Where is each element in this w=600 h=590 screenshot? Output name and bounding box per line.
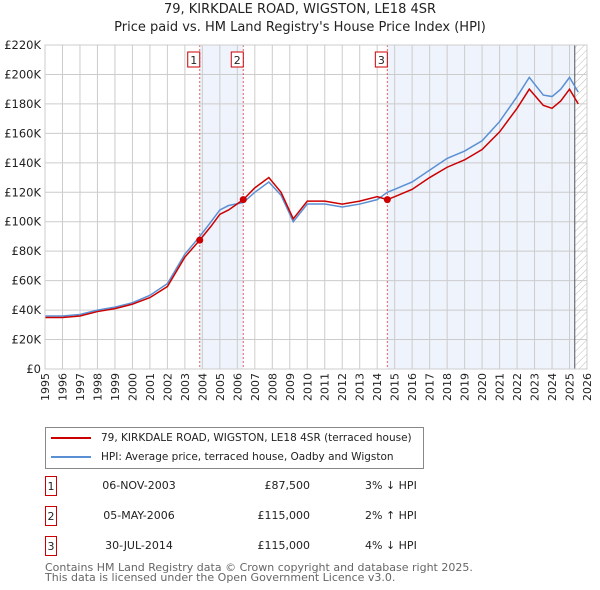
x-tick-label: 2026 [581,373,594,401]
y-tick-label: £20K [12,333,42,347]
plot-frame [44,44,588,370]
sale-label: 3 [378,54,385,67]
sale-row: 2 05-MAY-2006 £115,000 2% ↑ HPI [45,506,445,526]
chart-subtitle: Price paid vs. HM Land Registry's House … [114,20,486,35]
sale-point [239,196,247,204]
x-tick-label: 2025 [564,373,577,401]
x-tick-label: 2015 [389,373,402,401]
y-tick-label: £100K [4,215,41,229]
legend-swatch [51,456,91,458]
x-tick-label: 2004 [196,373,209,401]
x-tick-label: 2023 [529,373,542,401]
chart-title: 79, KIRKDALE ROAD, WIGSTON, LE18 4SR [163,2,437,17]
y-tick-label: £220K [4,38,41,52]
x-tick-label: 2001 [144,373,157,401]
sale-price: £87,500 [264,479,311,492]
x-tick-label: 2010 [301,373,314,401]
x-tick-label: 2002 [161,373,174,401]
x-tick-label: 2009 [284,373,297,401]
sale-diff: 3% ↓ HPI [365,479,417,492]
legend: 79, KIRKDALE ROAD, WIGSTON, LE18 4SR (te… [45,427,424,469]
sale-row: 3 30-JUL-2014 £115,000 4% ↓ HPI [45,536,445,556]
price-line [45,87,579,319]
sale-diff: 2% ↑ HPI [365,509,417,522]
x-tick-label: 2007 [249,373,262,401]
x-tick-label: 2000 [126,373,139,401]
sale-marker: 2 [45,506,57,526]
sale-diff: 4% ↓ HPI [365,539,417,552]
x-tick-label: 2021 [494,373,507,401]
sale-label-box [374,51,388,68]
x-tick-label: 1996 [56,373,69,401]
sale-label-box [187,51,201,68]
x-tick-label: 2013 [354,373,367,401]
x-tick-label: 2003 [179,373,192,401]
sale-marker: 3 [45,536,57,556]
sale-date: 06-NOV-2003 [102,479,176,492]
sale-marker: 1 [45,476,57,496]
sale-price: £115,000 [257,509,311,522]
sale-row: 1 06-NOV-2003 £87,500 3% ↓ HPI [45,476,445,496]
sale-date: 30-JUL-2014 [105,539,173,552]
y-tick-label: £0 [26,362,41,376]
x-tick-label: 2006 [231,373,244,401]
legend-label: HPI: Average price, terraced house, Oadb… [101,451,394,463]
legend-label: 79, KIRKDALE ROAD, WIGSTON, LE18 4SR (te… [101,432,412,444]
sale-label: 1 [190,54,197,67]
y-tick-label: £160K [4,126,41,140]
legend-item-hpi: HPI: Average price, terraced house, Oadb… [51,449,394,465]
footer-copyright: Contains HM Land Registry data © Crown c… [45,561,473,574]
sale-label: 2 [234,54,241,67]
y-tick-label: £80K [12,244,42,258]
sale-label-box [230,51,244,68]
x-tick-label: 2022 [511,373,524,401]
plot-area: 1995 1996 1997 1998 1999 2000 2001 2002 2003 2004… [4,38,594,401]
y-tick-label: £120K [4,185,41,199]
sale-date: 05-MAY-2006 [103,509,175,522]
y-tick-label: £40K [12,303,42,317]
y-tick-label: £140K [4,156,41,170]
legend-swatch [51,437,91,439]
x-tick-label: 2017 [424,373,437,401]
sale-price: £115,000 [257,539,311,552]
x-tick-label: 2012 [336,373,349,401]
x-tick-label: 2008 [266,373,279,401]
x-tick-label: 2020 [476,373,489,401]
x-tick-label: 2014 [371,373,384,401]
sale-point [196,236,204,244]
sale-point [383,196,391,204]
x-tick-label: 2016 [406,373,419,401]
x-tick-label: 2005 [214,373,227,401]
hpi-line [45,76,579,317]
x-tick-label: 1997 [74,373,87,401]
x-tick-label: 2018 [441,373,454,401]
shaded-period [387,45,575,369]
y-tick-label: £60K [12,274,42,288]
x-tick-label: 2019 [459,373,472,401]
y-tick-label: £200K [4,67,41,81]
footer-licence: This data is licensed under the Open Gov… [45,571,396,584]
legend-item-price: 79, KIRKDALE ROAD, WIGSTON, LE18 4SR (te… [51,430,412,446]
x-tick-label: 1999 [109,373,122,401]
x-tick-label: 1995 [39,373,52,401]
x-tick-label: 1998 [91,373,104,401]
shaded-period [199,45,244,369]
forecast-hatch [574,45,587,369]
x-tick-label: 2011 [319,373,332,401]
y-tick-label: £180K [4,97,41,111]
x-tick-label: 2024 [546,373,559,401]
